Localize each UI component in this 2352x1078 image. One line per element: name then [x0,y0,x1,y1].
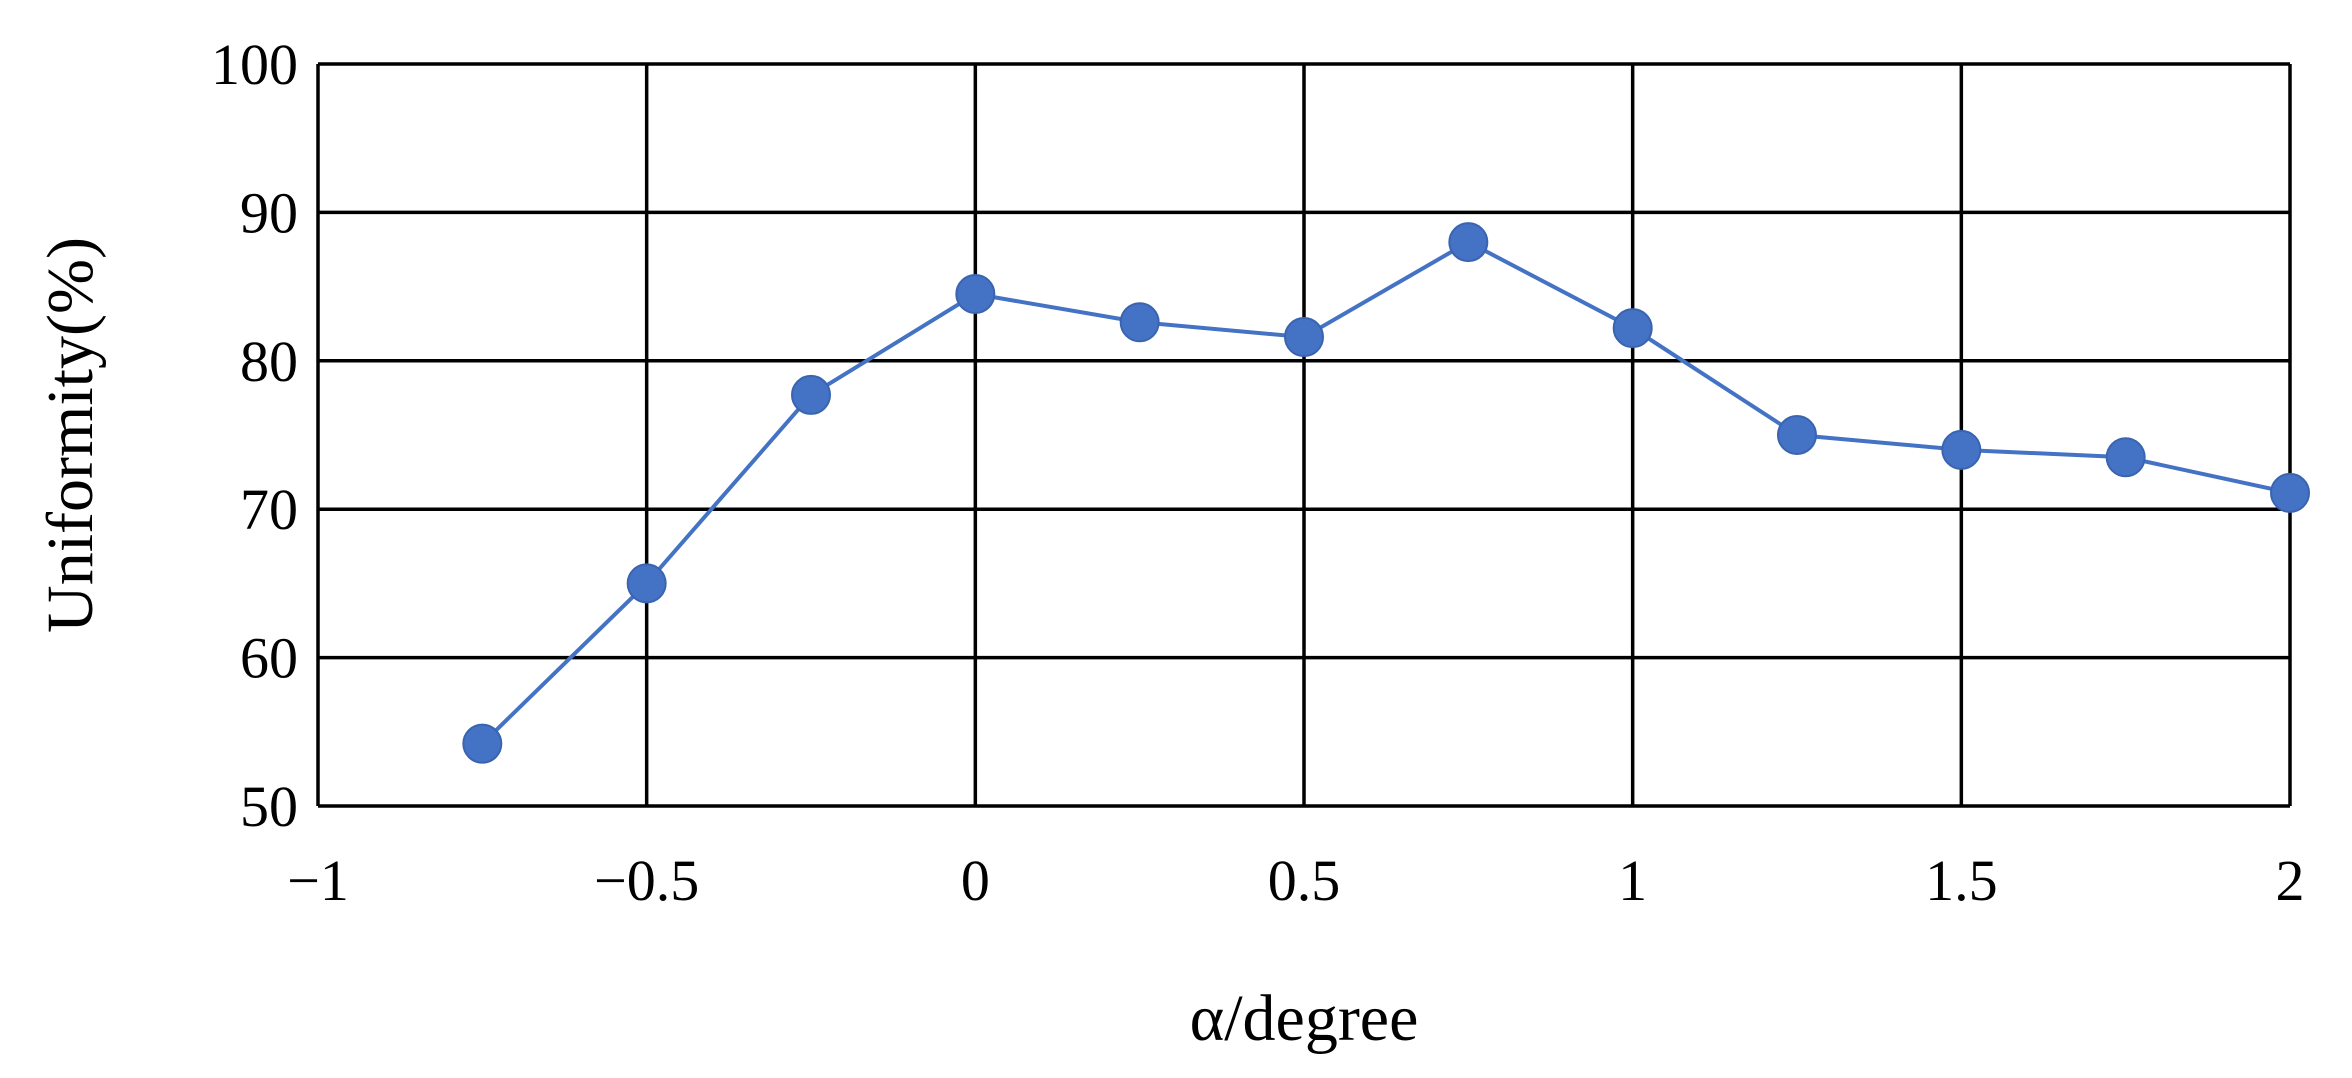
data-point [955,274,996,315]
data-point [1941,429,1982,470]
tick-labels: 50 60 70 80 90 100 −1 −0.5 0 0.5 1 1.5 2 [211,32,2305,913]
y-axis-title: Uniformity(%) [34,237,107,633]
y-tick-label: 80 [240,329,298,394]
data-point [1119,302,1160,343]
x-tick-label: −0.5 [594,848,699,913]
data-point [2105,437,2146,478]
x-tick-label: 0.5 [1268,848,1341,913]
x-tick-label: 2 [2276,848,2305,913]
data-point [791,374,831,415]
x-tick-label: 0 [961,848,990,913]
data-point [1612,308,1653,349]
x-tick-label: 1 [1618,848,1647,913]
y-tick-label: 50 [240,774,298,839]
series-layer [462,222,2310,764]
y-tick-label: 70 [240,477,298,542]
data-point [2270,472,2310,513]
data-point [1284,317,1324,358]
x-tick-label: −1 [287,848,349,913]
data-point [1777,415,1817,455]
data-point [626,563,667,604]
series-line [480,239,2291,746]
data-point [462,723,503,764]
grid [316,62,2292,808]
y-tick-label: 60 [240,626,298,691]
y-tick-label: 90 [240,180,298,245]
x-axis-title: α/degree [1190,982,1419,1055]
data-point [1448,222,1489,263]
y-tick-label: 100 [211,32,298,97]
x-tick-label: 1.5 [1925,848,1998,913]
